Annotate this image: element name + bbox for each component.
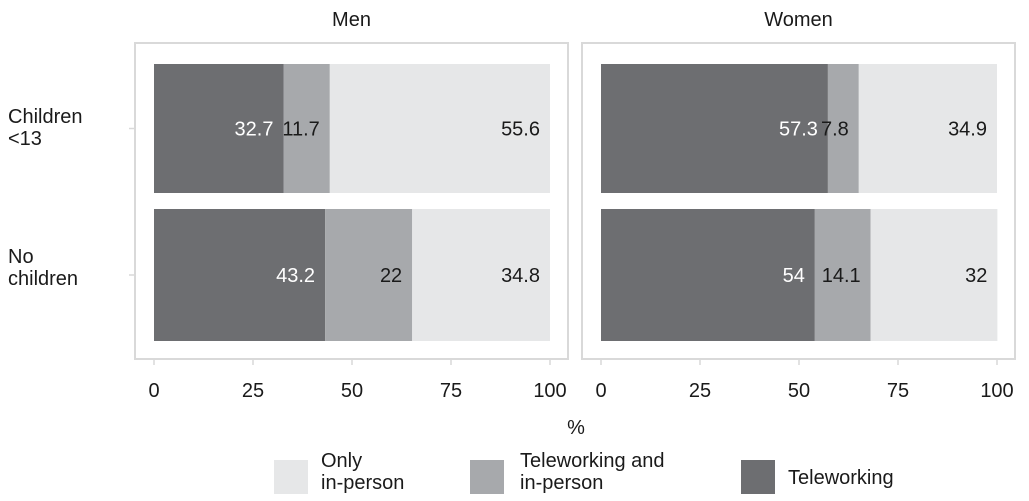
legend-swatch [470, 460, 504, 494]
x-tick-label: 0 [148, 380, 159, 402]
data-label: 32 [965, 265, 987, 287]
bar-segment [154, 209, 326, 341]
x-tick-label: 50 [341, 380, 363, 402]
x-tick-label: 100 [980, 380, 1013, 402]
bar-segment [329, 64, 550, 193]
data-label: 14.1 [822, 265, 861, 287]
bar-segment [858, 64, 997, 193]
bar-segment [154, 64, 284, 193]
x-axis-title: % [567, 417, 585, 439]
data-label: 7.8 [821, 119, 849, 141]
bar-segment [283, 64, 330, 193]
data-label: 22 [380, 265, 402, 287]
panel-title: Men [332, 9, 371, 31]
legend-label: Teleworking [788, 467, 894, 489]
bar-segment [814, 209, 871, 341]
data-label: 32.7 [235, 119, 274, 141]
bar-segment [601, 64, 828, 193]
x-tick-label: 25 [242, 380, 264, 402]
bar-segment [601, 209, 815, 341]
legend: Only in-person Teleworking and in-person Tel… [274, 450, 894, 494]
data-label: 34.8 [501, 265, 540, 287]
x-tick-label: 75 [440, 380, 462, 402]
x-tick-label: 100 [533, 380, 566, 402]
data-label: 54 [783, 265, 805, 287]
row-label: Children <13 [8, 106, 82, 150]
legend-swatch [741, 460, 775, 494]
panel-women: Women 57.3 7.8 34.9 54 14.1 32 0 25 50 75 100 [581, 9, 1016, 402]
bar-segment [325, 209, 413, 341]
legend-label: Teleworking and in-person [520, 450, 665, 494]
bar-segment [870, 209, 998, 341]
legend-label: Only in-person [321, 450, 404, 494]
row-label: No children [8, 246, 78, 290]
x-tick-label: 50 [788, 380, 810, 402]
x-tick-label: 0 [595, 380, 606, 402]
data-label: 55.6 [501, 119, 540, 141]
data-label: 11.7 [282, 119, 319, 141]
x-tick-label: 25 [689, 380, 711, 402]
bar-segment [412, 209, 550, 341]
data-label: 34.9 [948, 119, 987, 141]
legend-swatch [274, 460, 308, 494]
data-label: 43.2 [276, 265, 315, 287]
panel-title: Women [764, 9, 833, 31]
bar-segment [827, 64, 859, 193]
x-tick-label: 75 [887, 380, 909, 402]
panel-men: Men 32.7 11.7 55.6 43.2 22 34.8 0 25 50 75 100 [134, 9, 569, 402]
data-label: 57.3 [779, 119, 818, 141]
